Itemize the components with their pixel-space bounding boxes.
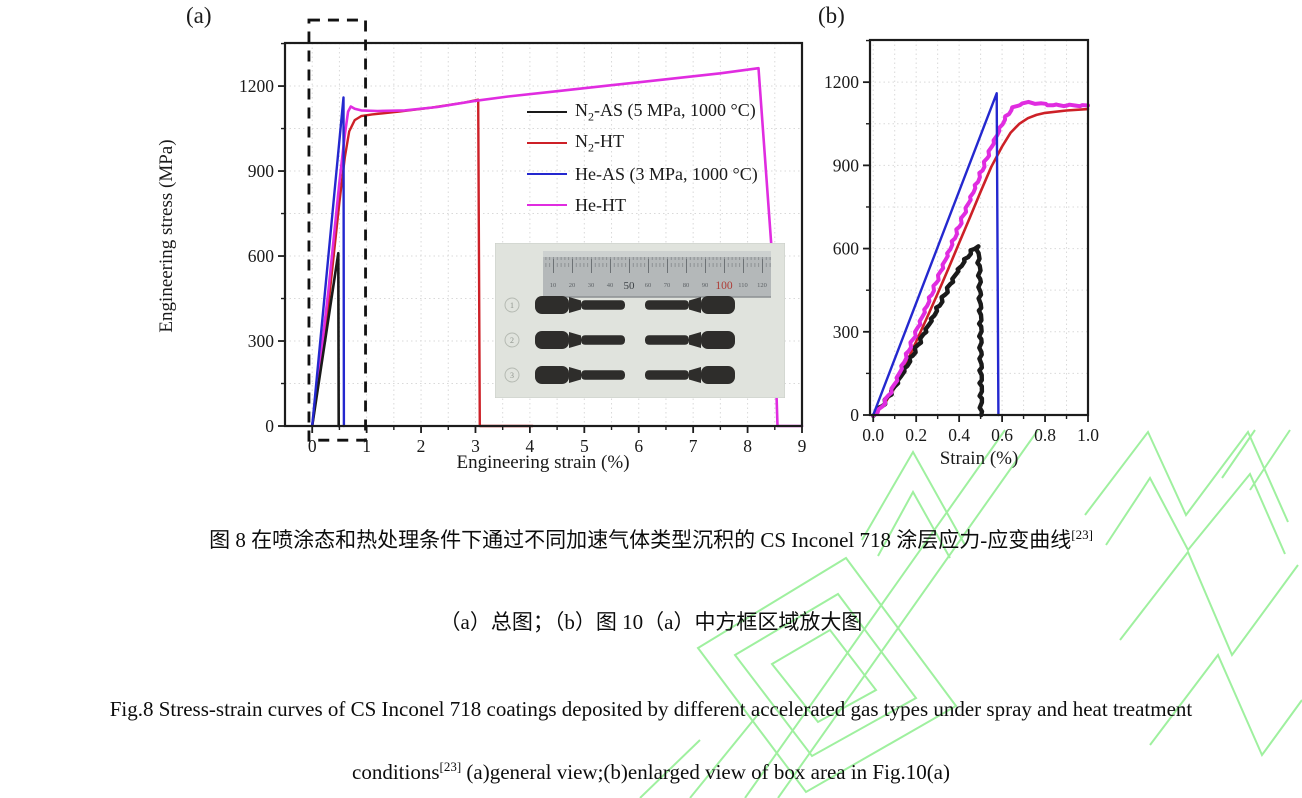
svg-text:600: 600	[833, 239, 860, 259]
svg-text:3: 3	[471, 436, 480, 456]
svg-text:300: 300	[248, 331, 275, 351]
svg-text:90: 90	[702, 282, 709, 289]
caption-en2-reference: [23]	[439, 759, 462, 774]
svg-text:4: 4	[526, 436, 535, 456]
legend-item: N2-AS (5 MPa, 1000 °C)	[527, 99, 758, 124]
caption-en1-text: Fig.8 Stress-strain curves of CS Inconel…	[109, 697, 1193, 721]
svg-text:5: 5	[580, 436, 589, 456]
chart-a-x-axis-title: Engineering strain (%)	[456, 452, 630, 473]
svg-text:80: 80	[683, 282, 690, 289]
svg-text:40: 40	[607, 282, 614, 289]
legend-item: He-HT	[527, 194, 758, 216]
caption-english-line1: Fig.8 Stress-strain curves of CS Inconel…	[0, 697, 1302, 722]
svg-text:110: 110	[738, 282, 748, 289]
legend-label: N2-AS (5 MPa, 1000 °C)	[575, 99, 756, 124]
svg-text:600: 600	[248, 246, 275, 266]
svg-text:120: 120	[757, 282, 767, 289]
svg-text:30: 30	[588, 282, 595, 289]
legend-line-swatch	[527, 111, 567, 113]
legend-item: He-AS (3 MPa, 1000 °C)	[527, 163, 758, 185]
svg-text:6: 6	[634, 436, 643, 456]
caption-en2-suffix: (a)general view;(b)enlarged view of box …	[461, 760, 950, 784]
svg-text:0.8: 0.8	[1034, 425, 1056, 445]
legend-label: He-AS (3 MPa, 1000 °C)	[575, 163, 758, 184]
svg-text:8: 8	[743, 436, 752, 456]
chart-b-enlarged-plot: 0.0 0.2 0.4 0.6 0.8 1.0 0 300 600 900 1200	[824, 38, 1099, 445]
panel-b-label: (b)	[818, 3, 845, 28]
svg-text:1200: 1200	[239, 76, 274, 96]
svg-text:70: 70	[664, 282, 671, 289]
svg-text:900: 900	[248, 161, 275, 181]
tensile-specimens	[535, 296, 735, 384]
steel-ruler: 10 20 30 40 50 60 70 80 90 100 110 120	[543, 251, 771, 298]
svg-text:100: 100	[715, 280, 733, 292]
chart-b-x-axis-title: Strain (%)	[939, 448, 1019, 469]
legend-label: He-HT	[575, 194, 626, 215]
caption-en2-prefix: conditions	[352, 760, 440, 784]
caption-zh1-reference: [23]	[1071, 527, 1093, 542]
legend-line-swatch	[527, 173, 567, 175]
svg-text:0: 0	[265, 416, 274, 436]
ruler-numbers: 10 20 30 40 50 60 70 80 90 100 110 120	[550, 280, 767, 292]
svg-text:1.0: 1.0	[1077, 425, 1099, 445]
svg-text:10: 10	[550, 282, 557, 289]
svg-text:9: 9	[798, 436, 807, 456]
svg-text:900: 900	[833, 155, 860, 175]
svg-text:0.6: 0.6	[991, 425, 1013, 445]
svg-text:0.4: 0.4	[948, 425, 970, 445]
legend-line-swatch	[527, 204, 567, 206]
caption-english-line2: conditions[23] (a)general view;(b)enlarg…	[0, 759, 1302, 785]
legend-label: N2-HT	[575, 130, 624, 155]
svg-text:7: 7	[689, 436, 698, 456]
svg-text:300: 300	[833, 322, 860, 342]
chart-a-legend: N2-AS (5 MPa, 1000 °C) N2-HT He-AS (3 MPa,…	[527, 99, 758, 225]
svg-text:0.0: 0.0	[862, 425, 884, 445]
svg-text:0: 0	[308, 436, 317, 456]
svg-text:50: 50	[624, 280, 636, 292]
specimen-id-circles: 1 2 3	[504, 297, 520, 383]
svg-text:1: 1	[362, 436, 371, 456]
caption-zh2-text: （a）总图；（b）图 10（a）中方框区域放大图	[439, 610, 863, 634]
svg-text:20: 20	[569, 282, 576, 289]
legend-line-swatch	[527, 142, 567, 144]
caption-chinese-line2: （a）总图；（b）图 10（a）中方框区域放大图	[0, 606, 1302, 636]
chart-a-y-axis-title: Engineering stress (MPa)	[156, 139, 177, 333]
legend-item: N2-HT	[527, 130, 758, 155]
specimen-photo-inset: 10 20 30 40 50 60 70 80 90 100 110 120 1 2 3	[495, 243, 785, 398]
svg-text:2: 2	[417, 436, 426, 456]
caption-zh1-text: 图 8 在喷涂态和热处理条件下通过不同加速气体类型沉积的 CS Inconel …	[209, 528, 1072, 552]
caption-chinese-line1: 图 8 在喷涂态和热处理条件下通过不同加速气体类型沉积的 CS Inconel …	[0, 524, 1302, 554]
svg-text:1: 1	[510, 301, 514, 310]
svg-text:0.2: 0.2	[905, 425, 927, 445]
svg-text:1200: 1200	[824, 72, 859, 92]
svg-text:0: 0	[850, 405, 859, 425]
svg-text:3: 3	[510, 371, 514, 380]
svg-text:60: 60	[645, 282, 652, 289]
panel-a-label: (a)	[186, 3, 212, 28]
svg-text:2: 2	[510, 336, 514, 345]
